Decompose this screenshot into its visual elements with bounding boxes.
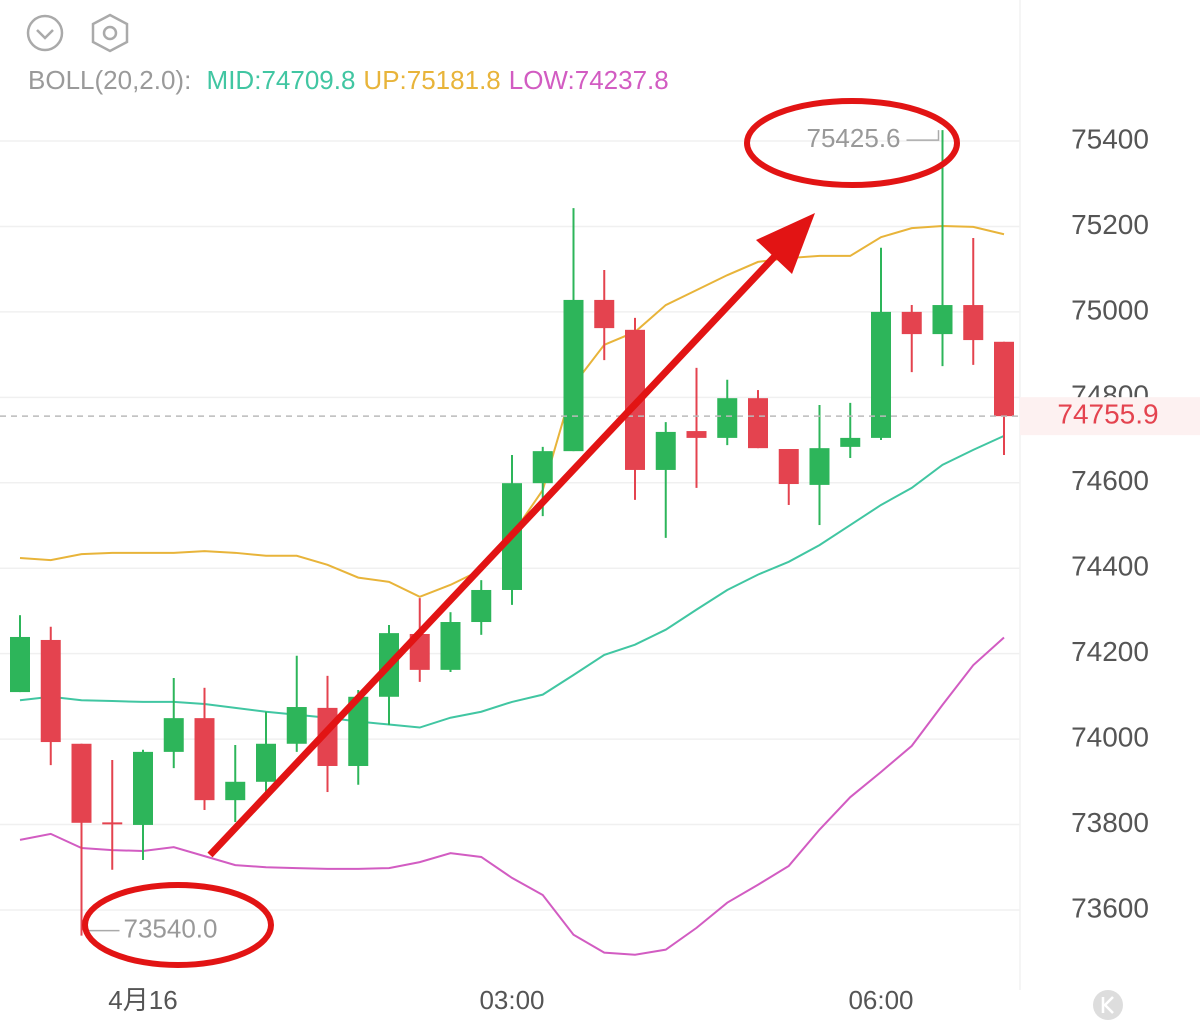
candle-body [286,707,307,744]
x-tick-label: 4月16 [108,985,177,1015]
candle-body [963,305,984,341]
candle-body [686,431,707,438]
candle-body [563,299,584,452]
y-tick-label: 75000 [1071,294,1149,325]
candle-body [40,639,61,743]
candle-body [748,398,768,449]
boll-line [19,636,1005,956]
candle-body [194,718,215,801]
candle-body [717,398,738,438]
candle-body [71,743,92,823]
annotations [82,98,960,968]
x-tick-label: 03:00 [479,985,544,1015]
candle-body [778,449,799,485]
legend-value: 75181.8 [407,65,501,95]
k-glyph [1101,996,1114,1014]
y-tick-label: 75200 [1071,209,1149,240]
highlight-ellipse [82,882,274,968]
collapse-icon[interactable] [26,14,64,52]
min-label: 73540.0 [124,913,218,943]
candle-body [655,431,676,470]
y-tick-label: 74400 [1071,551,1149,582]
settings-dot [102,25,118,41]
chevron [36,29,54,40]
toolbar [26,13,129,53]
k-icon [1093,990,1123,1020]
candle-body [133,751,153,825]
candle-body [871,311,891,438]
candle-body [532,451,553,484]
legend-name: MID: [207,65,262,95]
legend-name: UP: [363,65,406,95]
max-label: 75425.6 [807,123,901,153]
settings-icon[interactable] [91,13,129,53]
candle-body [932,305,953,335]
y-tick-label: 74000 [1071,721,1149,752]
candle-body [840,437,861,447]
legend-value: 74237.8 [575,65,669,95]
candle-body [594,299,615,329]
trend-arrow [207,252,779,858]
y-tick-label: 75400 [1071,123,1149,154]
candle-body [440,622,461,670]
candle-body [471,589,492,623]
candle-body [348,696,369,766]
indicator-label: BOLL(20,2.0): [28,65,191,95]
y-tick-label: 73600 [1071,892,1149,923]
y-tick-label: 74600 [1071,465,1149,496]
legend-value: 74709.8 [261,65,355,95]
candle-body [994,341,1014,417]
price-badge [1020,397,1200,436]
indicator-legend: BOLL(20,2.0): MID:74709.8 UP:75181.8 LOW:7… [28,65,669,95]
max-pointer [906,130,940,141]
candle-body [102,822,123,825]
kline-button[interactable] [1093,990,1123,1020]
legend-name: LOW: [509,65,575,95]
candle-body [225,781,246,801]
grid: 7360073800740007420074400746007480075000… [0,0,1149,1015]
candle-body [901,311,922,335]
candle-body [809,448,830,485]
candle-body [10,636,30,693]
y-tick-label: 73800 [1071,807,1149,838]
highlight-ellipse [744,98,960,188]
x-tick-label: 06:00 [848,985,913,1015]
price-label: 74755.9 [1057,399,1158,430]
y-tick-label: 74200 [1071,636,1149,667]
arrow-head [756,213,815,274]
candle-body [163,718,184,752]
candle-body [256,743,276,782]
boll-line [19,434,1005,729]
